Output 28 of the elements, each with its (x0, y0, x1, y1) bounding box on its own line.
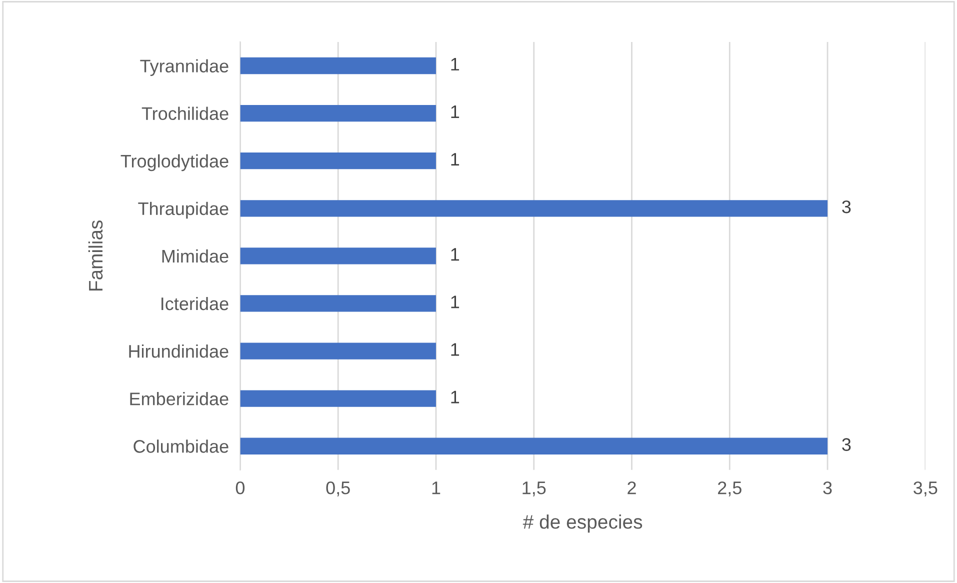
x-tick-label: 3,5 (914, 481, 938, 496)
x-axis-title: # de especies (522, 514, 642, 533)
data-label: 1 (451, 106, 460, 118)
y-axis-title: Familias (88, 220, 103, 291)
data-label: 1 (451, 296, 460, 308)
y-tick-label: Emberizidae (130, 392, 228, 406)
y-tick-label: Hirundinidae (129, 344, 228, 358)
data-label: 1 (451, 153, 460, 166)
data-label: 3 (842, 438, 851, 451)
x-tick-label: 1,5 (522, 482, 546, 496)
y-tick-label: Icteridae (162, 296, 228, 310)
data-label: 1 (451, 248, 460, 261)
y-tick-label: Trochilidae (142, 106, 228, 120)
y-tick-label: Tyrannidae (140, 59, 228, 76)
x-tick-label: 2 (628, 481, 636, 494)
y-tick-label: Mimidae (162, 249, 228, 263)
x-tick-label: 0,5 (326, 481, 350, 496)
y-tick-label: Troglodytidae (120, 154, 228, 172)
y-tick-label: Thraupidae (138, 202, 228, 219)
x-tick-label: 2,5 (718, 481, 742, 496)
data-label: 1 (451, 390, 460, 404)
x-tick-label: 0 (236, 481, 245, 494)
x-tick-label: 1 (432, 482, 440, 494)
data-label: 1 (451, 343, 460, 356)
data-label: 3 (842, 200, 851, 214)
x-tick-label: 3 (823, 481, 832, 494)
y-tick-label: Columbidae (134, 440, 228, 453)
data-label: 1 (451, 58, 460, 70)
